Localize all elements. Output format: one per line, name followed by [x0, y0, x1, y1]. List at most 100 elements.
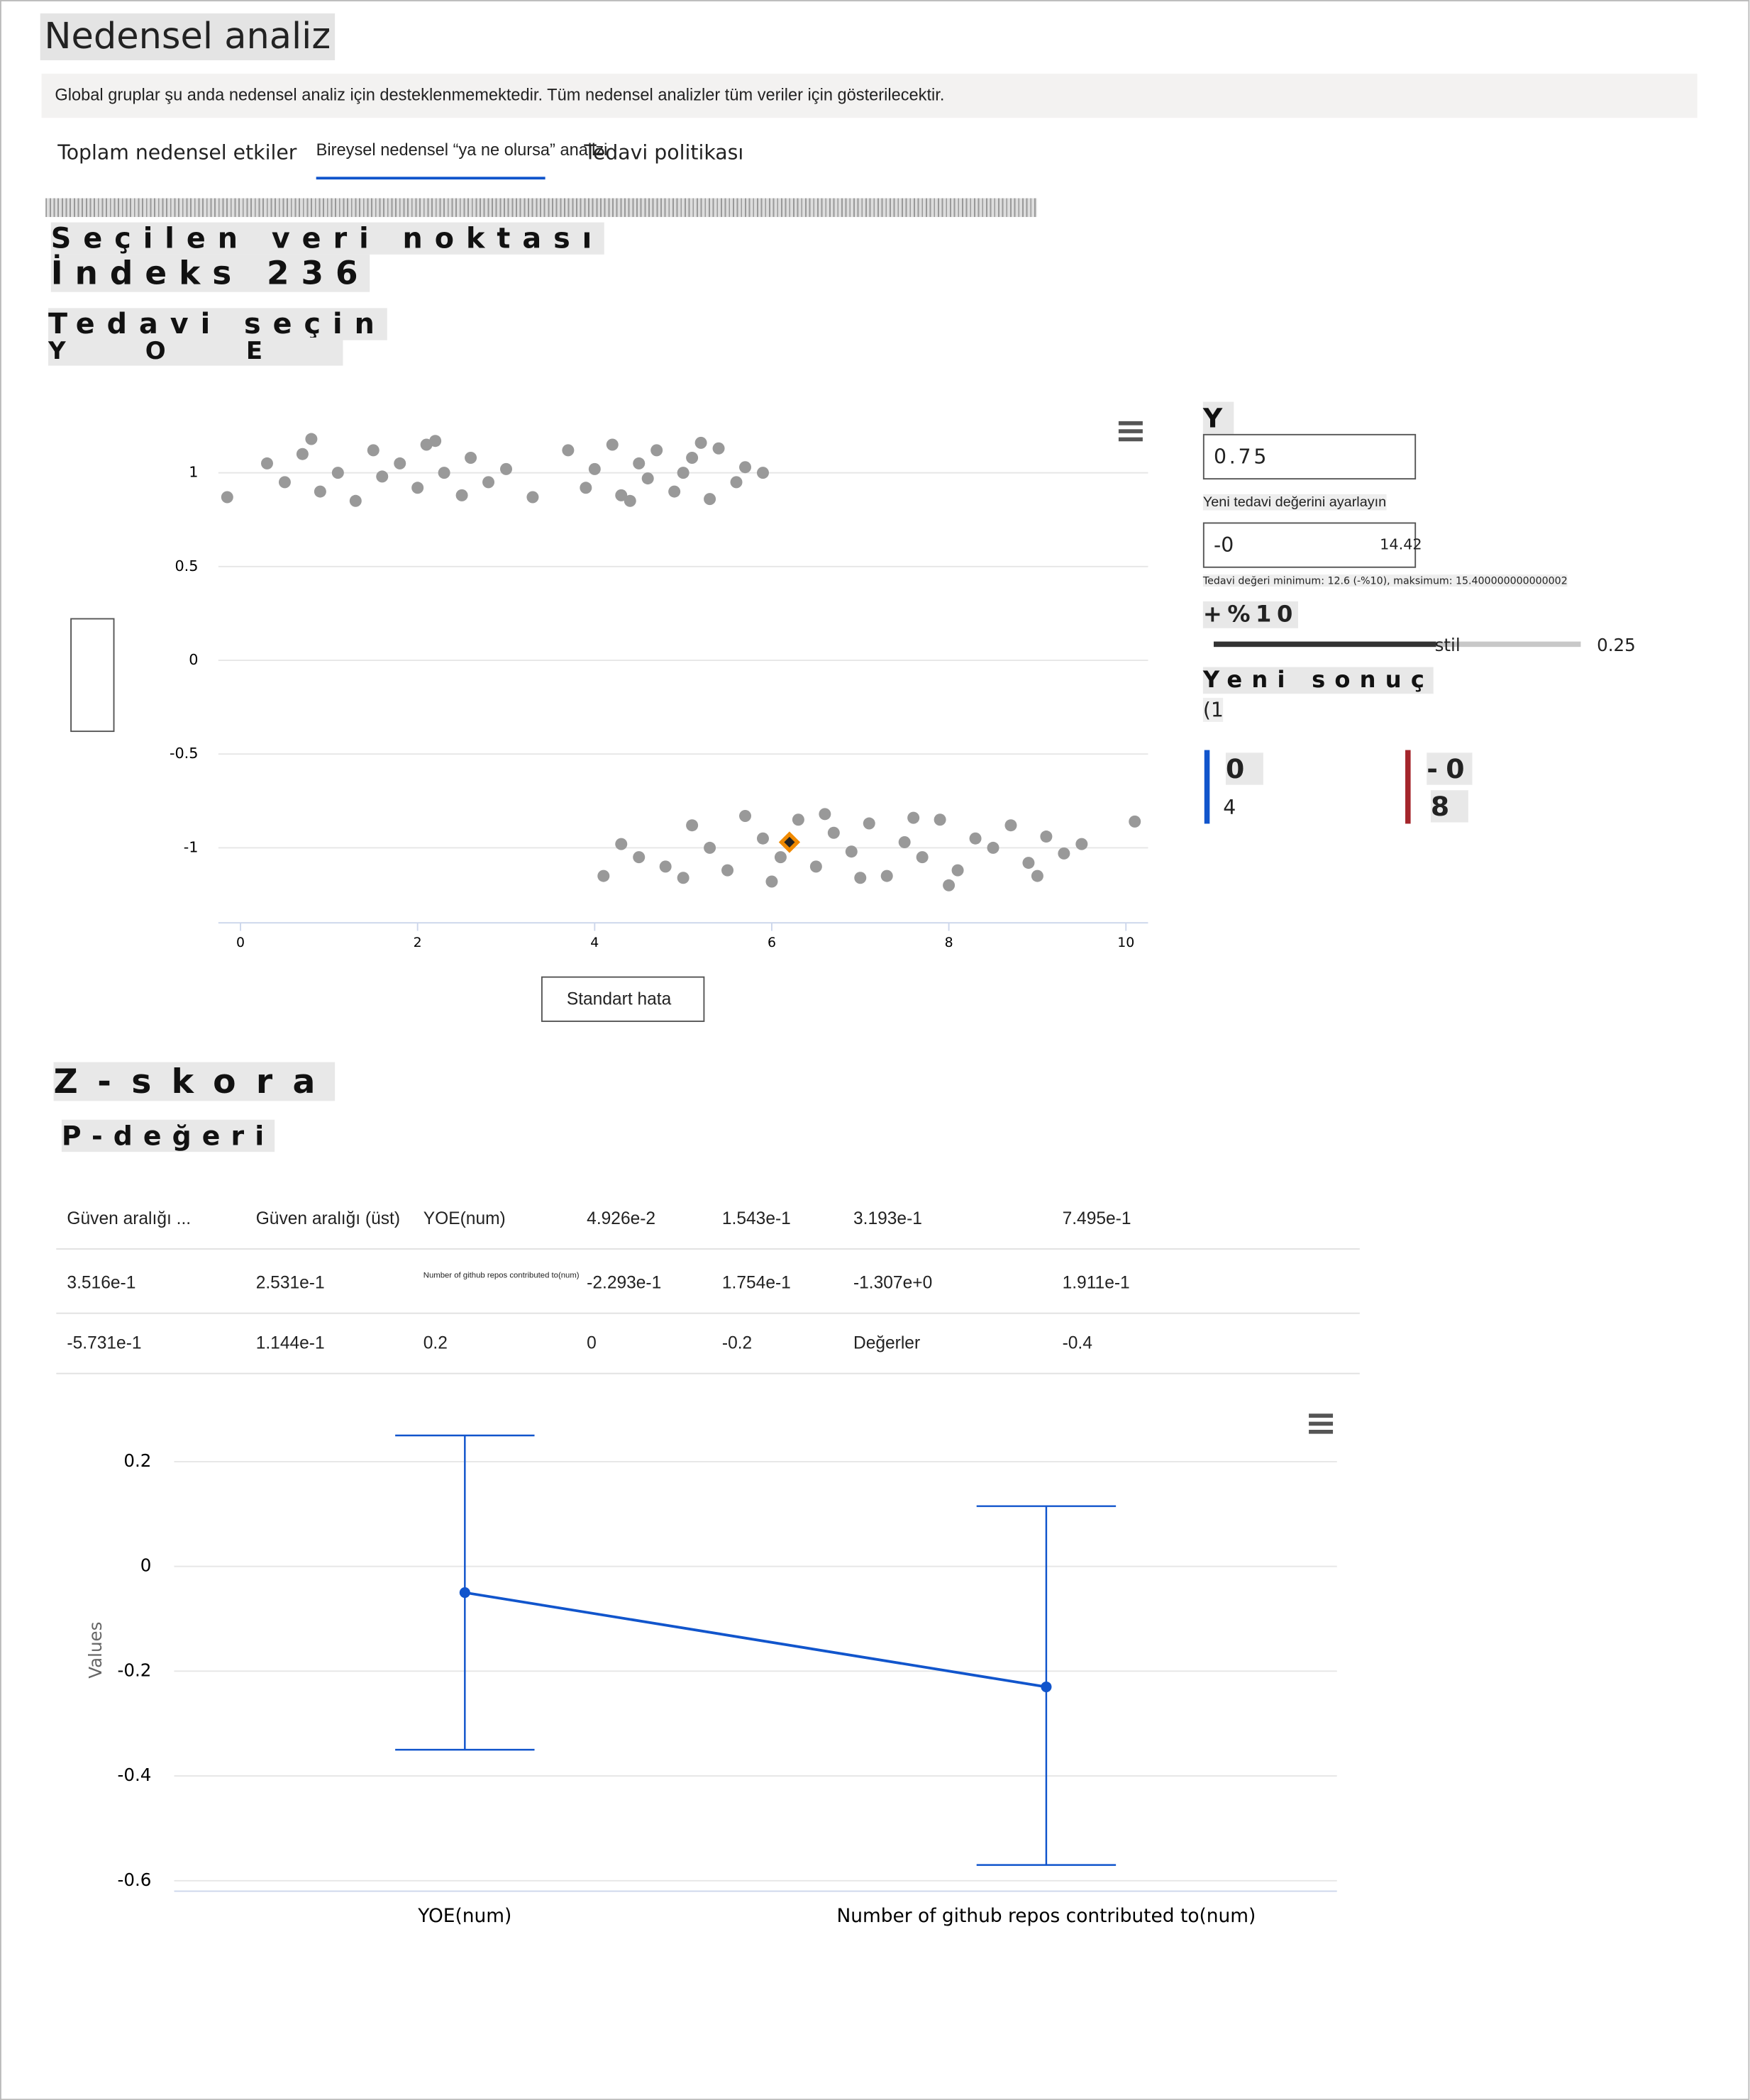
x-tick-label: 2	[414, 935, 422, 950]
point	[943, 879, 956, 891]
treatment-input[interactable]	[1202, 522, 1417, 568]
tab[interactable]: Toplam nedensel etkiler	[57, 140, 297, 165]
point	[677, 467, 690, 479]
tab[interactable]: Tedavi politikası	[584, 140, 744, 165]
table-cell: 1.543e-1	[721, 1208, 791, 1228]
table-cell: Güven aralığı (üst)	[255, 1208, 401, 1228]
chart-menu[interactable]	[1309, 1413, 1334, 1434]
step: +%10	[1202, 601, 1298, 628]
y-tick-label: 1	[189, 464, 198, 481]
point	[455, 489, 468, 501]
x-tick-label: Number of github repos contributed to(nu…	[836, 1905, 1256, 1927]
point	[588, 462, 601, 475]
point	[677, 872, 690, 884]
x-tick-label: 4	[590, 935, 599, 950]
point	[765, 875, 778, 888]
point	[1041, 1681, 1052, 1693]
page-title: Nedensel analiz	[40, 13, 335, 60]
table-cell: -0.4	[1062, 1333, 1092, 1353]
table-cell: YOE(num)	[423, 1208, 506, 1228]
table-cell: 1.754e-1	[721, 1272, 791, 1293]
point	[987, 841, 999, 854]
table-cell: Number of github repos contributed to(nu…	[423, 1272, 580, 1281]
point	[411, 482, 424, 494]
point	[809, 860, 822, 873]
slider-value: 0.25	[1597, 636, 1636, 657]
point	[459, 1587, 470, 1599]
point	[221, 491, 233, 504]
point	[686, 451, 699, 464]
point	[827, 826, 840, 839]
chart-menu[interactable]	[1118, 421, 1143, 442]
treatment-dropdown[interactable]: YOE	[48, 337, 343, 366]
line	[465, 1591, 1047, 1689]
selection-label: Seçilen veri noktası	[50, 222, 604, 255]
point	[376, 470, 389, 483]
y-tick-label: -0.4	[117, 1765, 151, 1785]
point	[1004, 819, 1017, 832]
point	[1058, 847, 1070, 860]
point	[429, 435, 442, 448]
input-right: 14.42	[1380, 535, 1422, 553]
red-sub: 8	[1430, 790, 1468, 823]
table-cell: 3.193e-1	[853, 1208, 922, 1228]
y-tick-label: -0.5	[170, 745, 199, 762]
outcome-label: Yeni sonuç	[1202, 667, 1434, 694]
y-axis-selector[interactable]	[70, 618, 115, 733]
point	[438, 467, 450, 479]
x-tick-label: 0	[236, 935, 245, 950]
point	[712, 442, 725, 455]
point	[739, 809, 752, 822]
x-tick-label: 6	[768, 935, 776, 950]
point	[624, 494, 636, 507]
point	[704, 841, 716, 854]
point	[1022, 857, 1035, 870]
point	[704, 493, 716, 506]
table-cell: 3.516e-1	[67, 1272, 136, 1293]
table-cell: 7.495e-1	[1062, 1208, 1131, 1228]
stat-header: P-değeri	[61, 1119, 275, 1152]
y-axis-title: Values	[85, 1622, 106, 1679]
point	[934, 813, 946, 826]
point	[756, 467, 769, 479]
table-cell: 0	[587, 1333, 597, 1353]
point	[331, 467, 344, 479]
blue-bar	[1204, 750, 1210, 824]
y-tick-label: 0.2	[123, 1450, 151, 1471]
point	[863, 817, 875, 830]
y-tick-label: 0	[189, 651, 198, 668]
tab-active[interactable]: Bireysel nedensel “ya ne olursa” analizi	[316, 140, 608, 160]
x-axis-selector[interactable]	[541, 976, 705, 1022]
point	[1129, 815, 1141, 828]
point	[916, 851, 929, 864]
point	[694, 436, 707, 449]
point	[1040, 830, 1053, 843]
y-value: 0.75	[1213, 444, 1270, 469]
blue-sub: 4	[1223, 795, 1236, 820]
table-cell: 4.926e-2	[587, 1208, 656, 1228]
y-tick-label: -1	[184, 838, 199, 855]
row-divider	[56, 1372, 1360, 1374]
row-divider	[56, 1248, 1360, 1250]
point	[854, 872, 867, 884]
y-tick-label: -0.6	[117, 1870, 151, 1890]
slider-fill	[1213, 641, 1436, 648]
point	[394, 457, 406, 470]
selection-index: İndeks 236	[50, 254, 370, 292]
point	[969, 832, 982, 845]
y-tick-label: 0	[140, 1555, 152, 1576]
x-tick-label: YOE(num)	[417, 1905, 511, 1927]
point	[819, 808, 831, 821]
y-tick-label: -0.2	[117, 1660, 151, 1680]
red-value: -0	[1427, 752, 1473, 785]
table-cell: 1.144e-1	[255, 1333, 325, 1353]
point	[314, 485, 326, 498]
table-cell: -0.2	[721, 1333, 753, 1353]
row-divider	[56, 1312, 1360, 1314]
x-tick-label: 8	[945, 935, 953, 950]
set-label: Yeni tedavi değerini ayarlayın	[1202, 494, 1387, 511]
y-input[interactable]	[1202, 433, 1417, 480]
point	[260, 457, 273, 470]
